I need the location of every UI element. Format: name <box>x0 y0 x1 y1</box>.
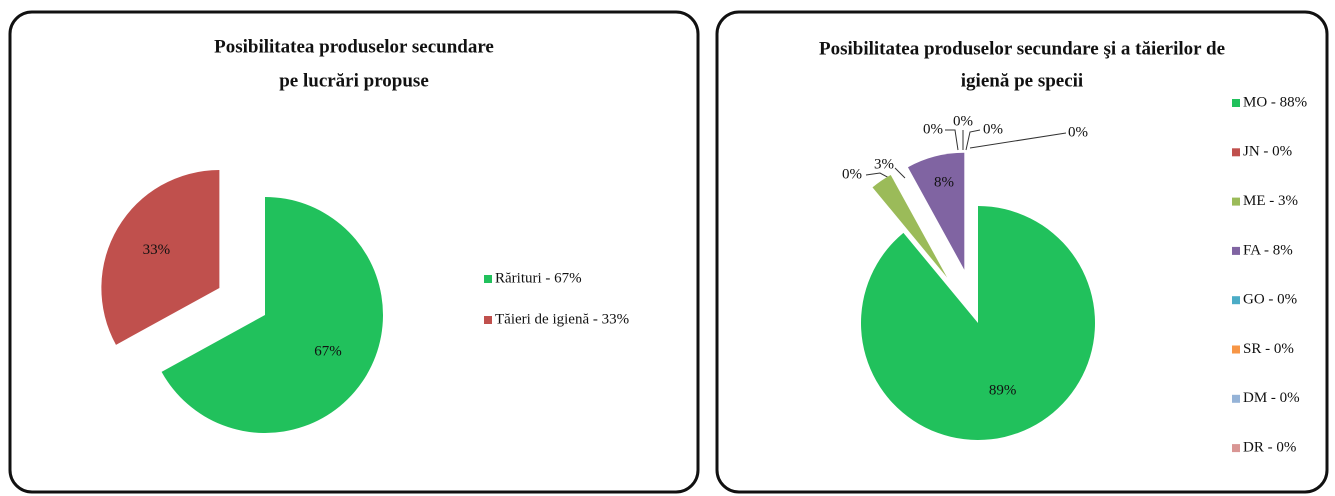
legend-label: MO - 88% <box>1243 94 1307 110</box>
legend-swatch <box>1232 197 1240 206</box>
legend-swatch <box>1232 444 1240 453</box>
legend-label: JN - 0% <box>1243 144 1292 160</box>
chart-title: igienă pe specii <box>961 70 1083 91</box>
chart-title: Posibilitatea produselor secundare <box>214 36 494 57</box>
legend-label: Rărituri - 67% <box>495 270 582 286</box>
legend-swatch <box>1232 99 1240 107</box>
data-label: 33% <box>143 242 171 258</box>
legend-label: SR - 0% <box>1243 341 1294 357</box>
legend-swatch <box>1232 394 1240 403</box>
data-label: 0% <box>953 113 973 129</box>
data-label: 0% <box>923 121 943 137</box>
data-label: 89% <box>989 383 1017 399</box>
pie-slice <box>161 197 383 434</box>
legend-swatch <box>1232 246 1240 255</box>
leader-lines <box>865 129 1067 181</box>
legend-label: GO - 0% <box>1243 292 1297 308</box>
legend-label: DM - 0% <box>1243 390 1300 406</box>
data-label: 67% <box>314 344 342 360</box>
data-label: 8% <box>934 174 954 190</box>
legend-swatch <box>484 316 492 324</box>
legend-label: Tăieri de igienă - 33% <box>495 311 629 327</box>
legend-swatch <box>1232 345 1240 354</box>
legend-label: DR - 0% <box>1243 440 1296 456</box>
chart-title: pe lucrări propuse <box>279 70 429 91</box>
legend-swatch <box>1232 148 1240 157</box>
legend-label: ME - 3% <box>1243 193 1298 209</box>
legend-label: FA - 8% <box>1243 242 1293 258</box>
chart-title: Posibilitatea produselor secundare şi a … <box>819 38 1225 59</box>
pie-slice <box>872 174 948 278</box>
pie-slice <box>101 170 220 345</box>
data-label: 0% <box>1068 124 1088 140</box>
pie-slice <box>861 206 1095 441</box>
data-label: 0% <box>983 121 1003 137</box>
data-label: 0% <box>842 166 862 182</box>
legend-swatch <box>1232 296 1240 305</box>
legend-swatch <box>484 275 492 283</box>
pie-slice <box>907 152 965 270</box>
data-label: 3% <box>874 156 894 172</box>
